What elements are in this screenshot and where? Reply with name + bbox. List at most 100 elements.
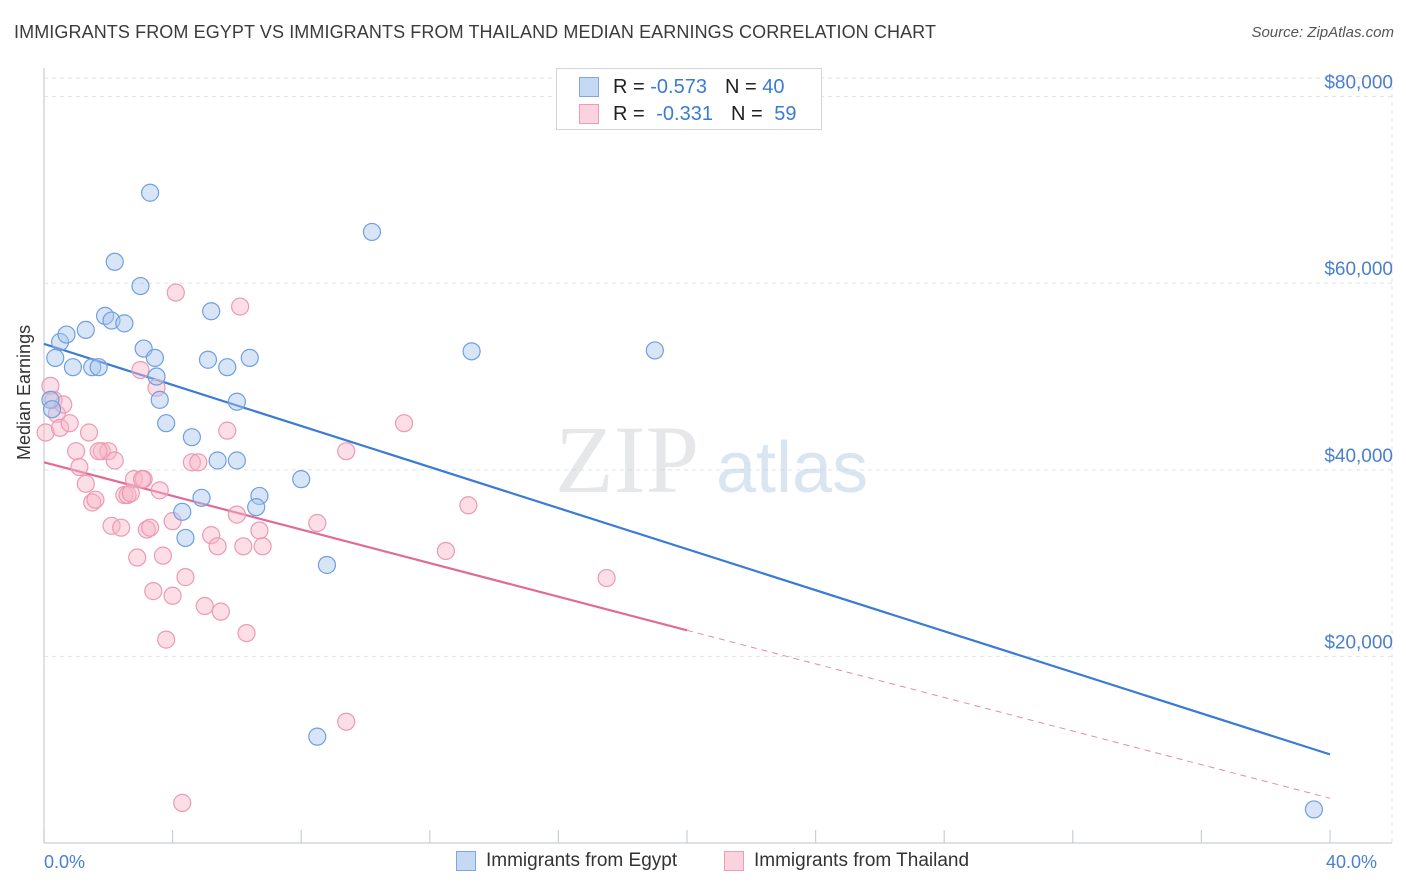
thailand-point bbox=[436, 541, 455, 561]
egypt-point bbox=[208, 451, 227, 470]
egypt-point bbox=[227, 451, 246, 470]
egypt-point bbox=[362, 222, 382, 242]
egypt-point bbox=[462, 342, 481, 361]
thailand-point bbox=[202, 526, 221, 545]
legend-n-value: 40 bbox=[762, 75, 785, 98]
chart-title: IMMIGRANTS FROM EGYPT VS IMMIGRANTS FROM… bbox=[14, 22, 937, 42]
correlation-legend: R = -0.573 N = 40 R = -0.331 N = 59 bbox=[556, 68, 822, 130]
y-tick-label: $40,000 bbox=[1324, 446, 1393, 467]
thailand-point bbox=[112, 518, 131, 537]
egypt-point bbox=[57, 325, 76, 344]
thailand-point bbox=[50, 418, 70, 437]
bottom-legend-swatch-egypt bbox=[456, 851, 476, 871]
thailand-point bbox=[308, 513, 327, 533]
legend-swatch-egypt bbox=[579, 77, 599, 97]
bottom-legend-label-egypt: Immigrants from Egypt bbox=[486, 850, 678, 871]
thailand-point bbox=[459, 496, 478, 515]
egypt-point bbox=[41, 390, 60, 409]
thailand-point bbox=[166, 283, 185, 302]
thailand-point bbox=[153, 546, 173, 565]
thailand-point bbox=[41, 376, 60, 395]
egypt-point bbox=[131, 276, 150, 296]
thailand-point bbox=[182, 453, 201, 472]
thailand-point bbox=[394, 414, 414, 433]
egypt-point bbox=[292, 470, 311, 489]
egypt-point bbox=[247, 498, 266, 517]
legend-r-label: R = bbox=[613, 102, 651, 125]
thailand-point bbox=[79, 423, 99, 442]
egypt-point bbox=[50, 332, 70, 352]
thailand-point bbox=[231, 297, 250, 316]
egypt-point bbox=[147, 367, 166, 386]
egypt-point bbox=[105, 252, 124, 271]
egypt-point bbox=[176, 528, 195, 548]
egypt-point bbox=[250, 486, 269, 506]
thailand-point bbox=[137, 520, 156, 539]
thailand-point bbox=[195, 596, 214, 616]
thailand-point bbox=[128, 548, 147, 567]
egypt-point bbox=[150, 390, 169, 409]
egypt-point bbox=[202, 302, 221, 321]
thailand-point bbox=[76, 474, 95, 493]
egypt-point bbox=[645, 341, 664, 360]
thailand-point bbox=[253, 537, 272, 556]
thailand-point bbox=[218, 421, 237, 440]
legend-n-value: 59 bbox=[774, 102, 797, 125]
thailand-point bbox=[99, 442, 118, 461]
thailand-point bbox=[60, 414, 79, 433]
thailand-point bbox=[144, 582, 163, 601]
thailand-trend-extension bbox=[686, 629, 1331, 799]
egypt-point bbox=[89, 358, 108, 377]
bottom-legend-label-thailand: Immigrants from Thailand bbox=[754, 850, 970, 871]
thailand-point bbox=[83, 493, 102, 512]
egypt-point bbox=[308, 727, 327, 746]
x-tick-label-min: 0.0% bbox=[44, 852, 86, 872]
bottom-legend-egypt: Immigrants from Egypt bbox=[456, 850, 677, 872]
thailand-point bbox=[227, 505, 246, 524]
watermark-zip: ZIP bbox=[555, 406, 699, 513]
y-tick-label: $20,000 bbox=[1324, 632, 1393, 653]
thailand-point bbox=[337, 442, 356, 461]
thailand-point bbox=[150, 481, 169, 500]
thailand-point bbox=[211, 602, 230, 621]
thailand-point bbox=[163, 586, 182, 605]
egypt-point bbox=[1304, 800, 1324, 819]
x-tick-label-max: 40.0% bbox=[1326, 852, 1378, 872]
bottom-legend-swatch-thailand bbox=[724, 851, 744, 871]
thailand-point bbox=[67, 442, 86, 461]
thailand-point bbox=[132, 470, 152, 489]
egypt-point bbox=[227, 392, 246, 411]
egypt-point bbox=[115, 314, 134, 333]
thailand-point bbox=[131, 360, 150, 380]
thailand-point bbox=[86, 490, 105, 509]
thailand-point bbox=[70, 457, 89, 477]
egypt-point bbox=[240, 348, 259, 367]
legend-r-value: -0.331 bbox=[656, 102, 713, 125]
legend-row-egypt: R = -0.573 N = 40 bbox=[579, 73, 784, 101]
thailand-point bbox=[36, 423, 55, 442]
thailand-point bbox=[89, 442, 108, 461]
legend-r-value: -0.573 bbox=[650, 75, 707, 98]
thailand-point bbox=[337, 712, 356, 731]
bottom-legend-thailand: Immigrants from Thailand bbox=[724, 850, 969, 872]
egypt-point bbox=[182, 428, 201, 447]
thailand-point bbox=[173, 793, 192, 812]
thailand-point bbox=[597, 568, 616, 588]
source-credit: Source: ZipAtlas.com bbox=[1251, 24, 1394, 41]
egypt-trend-line bbox=[43, 342, 1331, 756]
egypt-point bbox=[46, 348, 65, 367]
egypt-point bbox=[192, 488, 211, 507]
thailand-point bbox=[208, 537, 227, 556]
watermark-atlas: atlas bbox=[716, 428, 868, 508]
thailand-point bbox=[121, 484, 140, 503]
egypt-point bbox=[173, 502, 192, 521]
egypt-point bbox=[198, 350, 218, 369]
thailand-point bbox=[105, 451, 124, 470]
egypt-point bbox=[76, 320, 95, 339]
egypt-point bbox=[63, 358, 83, 377]
legend-swatch-thailand bbox=[579, 104, 599, 124]
thailand-point bbox=[157, 630, 176, 649]
thailand-point bbox=[163, 512, 182, 531]
egypt-point bbox=[140, 183, 160, 202]
